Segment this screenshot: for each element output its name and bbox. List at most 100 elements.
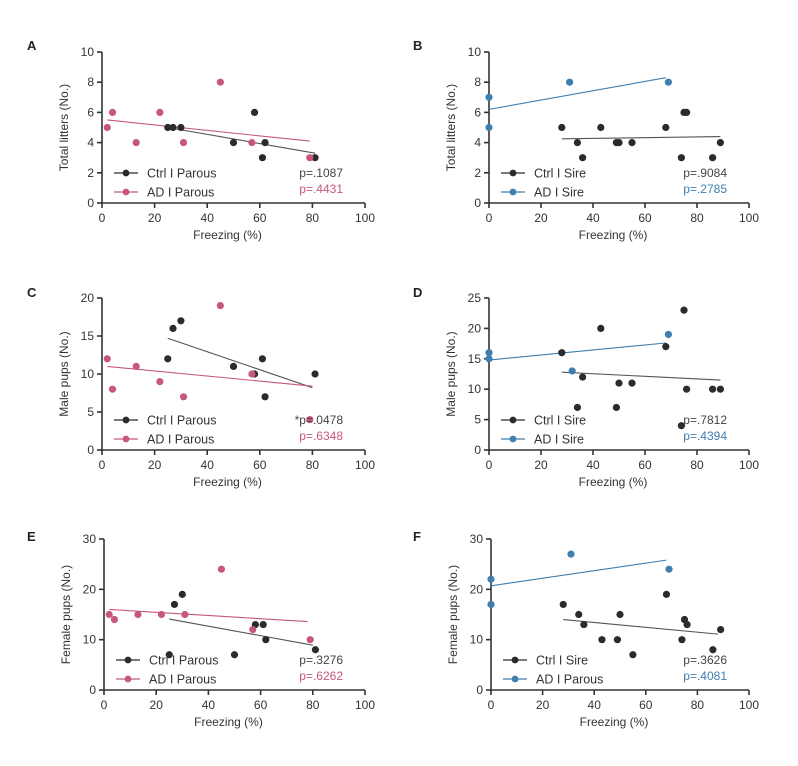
data-point (164, 355, 172, 363)
data-point (559, 600, 567, 609)
data-point (103, 355, 111, 363)
regression-line (167, 126, 316, 154)
data-point (662, 343, 670, 351)
data-point (311, 154, 319, 162)
y-tick-label: 30 (83, 532, 97, 546)
p-value: p=.3276 (299, 653, 343, 667)
x-tick-label: 40 (201, 458, 215, 472)
y-tick-label: 2 (474, 166, 481, 180)
y-tick-label: 4 (474, 136, 481, 150)
data-point (132, 139, 140, 147)
p-value: p=.3626 (683, 653, 727, 667)
x-tick-label: 100 (739, 458, 759, 472)
x-tick-label: 20 (534, 211, 548, 225)
data-point (628, 139, 636, 147)
data-point (487, 600, 495, 609)
y-tick-label: 5 (474, 413, 481, 427)
data-point (306, 416, 314, 424)
x-tick-label: 60 (254, 698, 268, 712)
data-point (597, 324, 605, 332)
data-point (306, 636, 314, 644)
x-tick-label: 80 (306, 211, 320, 225)
data-point (306, 154, 314, 162)
legend-marker (124, 675, 132, 683)
data-point (683, 385, 691, 393)
data-point (615, 379, 623, 387)
legend-marker (122, 435, 130, 443)
data-point (716, 139, 725, 147)
x-tick-label: 80 (690, 458, 704, 472)
y-tick-label: 6 (474, 105, 481, 119)
y-tick-label: 15 (468, 352, 482, 366)
data-point (108, 108, 117, 116)
data-point (248, 139, 256, 147)
data-point (249, 626, 257, 634)
data-point (485, 355, 493, 363)
x-tick-label: 60 (638, 458, 652, 472)
p-value: *p=.0478 (295, 413, 344, 427)
x-tick-label: 60 (253, 458, 267, 472)
regression-line (488, 342, 666, 361)
data-point (579, 373, 587, 381)
y-axis-title: Total litters (No.) (444, 84, 458, 171)
data-point (258, 154, 267, 162)
legend-label: AD I Sire (534, 186, 584, 200)
data-point (261, 393, 269, 401)
panel-e: E 0 10 20 30 0 20 40 60 80 100 Freezing (%) Female p… (27, 529, 375, 729)
legend-label: Ctrl I Sire (534, 167, 586, 181)
data-point (485, 93, 493, 101)
legend-marker (509, 188, 517, 196)
legend-marker (122, 416, 130, 424)
x-tick-label: 40 (586, 211, 600, 225)
data-point (580, 620, 588, 629)
data-point (598, 636, 606, 644)
x-tick-label: 20 (150, 698, 164, 712)
x-tick-label: 20 (534, 458, 548, 472)
data-point (230, 651, 239, 659)
data-point (662, 123, 670, 132)
regression-line (169, 618, 313, 646)
x-tick-label: 80 (306, 698, 320, 712)
regression-line (107, 365, 313, 387)
data-point (662, 590, 671, 598)
data-point (664, 78, 673, 86)
x-axis-title: Freezing (%) (193, 475, 262, 489)
x-tick-label: 0 (101, 698, 108, 712)
panel-d: D 0 5 10 15 20 25 0 20 40 60 80 100 Freezing (%) Male … (413, 285, 759, 489)
x-tick-label: 40 (202, 698, 216, 712)
data-point (573, 139, 582, 147)
x-tick-label: 100 (355, 458, 375, 472)
y-tick-label: 2 (87, 166, 94, 180)
data-point (181, 610, 189, 619)
data-point (156, 378, 164, 386)
data-point (566, 78, 574, 86)
data-point (157, 610, 166, 619)
p-value: p=.4431 (299, 182, 343, 196)
data-point (628, 379, 636, 387)
panel-c: C 0 5 10 15 20 0 20 40 60 80 100 Freezing (%) Male pu… (27, 285, 375, 489)
y-axis-title: Male pups (No.) (444, 331, 458, 416)
x-tick-label: 60 (638, 211, 652, 225)
y-tick-label: 30 (470, 532, 484, 546)
data-point (103, 123, 111, 132)
p-value: p=.4081 (683, 669, 727, 683)
data-point (110, 615, 119, 624)
data-point (629, 651, 637, 659)
y-axis-title: Female pups (No.) (446, 565, 460, 664)
legend-label: AD I Parous (147, 186, 214, 200)
data-point (716, 385, 725, 393)
x-axis-title: Freezing (%) (579, 228, 648, 242)
p-value: p=.2785 (683, 182, 727, 196)
x-tick-label: 20 (536, 698, 550, 712)
data-point (165, 651, 173, 659)
data-point (567, 550, 575, 558)
x-tick-label: 60 (639, 698, 653, 712)
panel-f: F 0 10 20 30 0 20 40 60 80 100 Freezing (%) Female p… (413, 529, 759, 729)
y-tick-label: 20 (81, 291, 95, 305)
data-point (156, 108, 164, 116)
data-point (179, 139, 188, 147)
regression-line (109, 608, 308, 623)
data-point (216, 78, 224, 86)
legend-marker (509, 435, 517, 443)
x-tick-label: 100 (355, 698, 375, 712)
